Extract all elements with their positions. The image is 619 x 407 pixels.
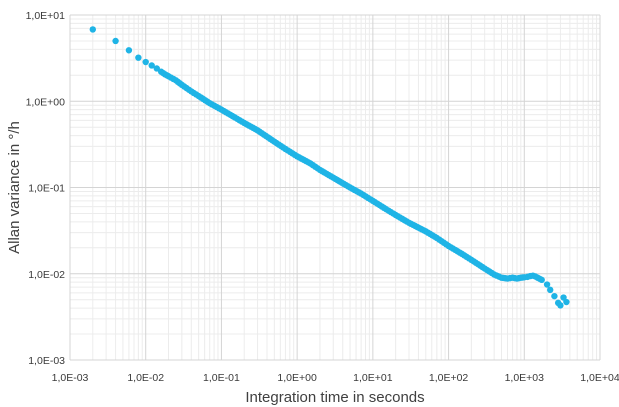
y-tick-label: 1,0E-01 [28,183,65,195]
x-tick-label: 1,0E+02 [429,372,469,384]
data-point [380,204,388,212]
x-tick-label: 1,0E-03 [52,372,89,384]
data-point [506,274,514,282]
x-axis-title: Integration time in seconds [245,389,424,406]
y-tick-label: 1,0E-02 [28,269,65,281]
data-point [502,275,509,282]
x-tick-label: 1,0E-01 [203,372,240,384]
data-point [547,286,554,294]
data-point [543,281,551,288]
data-point [536,275,543,282]
y-tick-label: 1,0E+01 [26,10,66,22]
data-point [305,159,312,166]
data-point [431,233,438,240]
data-point [551,292,558,300]
data-point [488,269,495,277]
data-point [479,263,486,271]
x-tick-label: 1,0E+04 [580,372,619,384]
data-point [125,47,133,54]
y-tick-label: 1,0E-03 [28,355,65,367]
major-gridlines [69,14,601,361]
data-point [192,91,200,98]
data-point [367,196,374,203]
data-point [314,165,321,172]
y-axis-title: Allan variance in °/h [6,121,23,254]
data-point [456,249,463,256]
data-point [443,241,450,248]
data-point [142,58,149,66]
x-tick-label: 1,0E-02 [127,372,164,384]
data-point [148,62,155,69]
data-point [153,65,160,72]
data-point [563,298,570,306]
data-point [135,54,142,61]
data-points [89,26,570,309]
data-point [280,144,287,151]
y-tick-label: 1,0E+00 [26,96,66,108]
x-tick-label: 1,0E+00 [277,372,317,384]
x-tick-label: 1,0E+01 [353,372,393,384]
data-point [89,26,96,33]
x-tick-labels: 1,0E-03 1,0E-02 1,0E-01 1,0E+00 1,0E+01 1,0E+… [52,372,619,384]
data-point [557,302,564,309]
data-point [112,37,119,45]
y-tick-labels: 1,0E-03 1,0E-02 1,0E-01 1,0E+00 1,0E+01 [26,10,66,367]
data-point [185,86,193,93]
data-point [519,274,526,281]
data-point [465,255,473,262]
x-tick-label: 1,0E+03 [505,372,545,384]
